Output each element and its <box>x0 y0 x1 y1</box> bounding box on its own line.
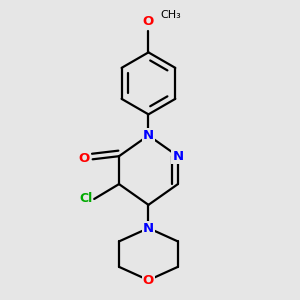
Text: N: N <box>143 222 154 235</box>
Text: N: N <box>143 129 154 142</box>
Text: O: O <box>143 15 154 28</box>
Text: CH₃: CH₃ <box>160 10 181 20</box>
Text: O: O <box>78 152 90 165</box>
Text: O: O <box>143 274 154 287</box>
Text: N: N <box>172 150 184 163</box>
Text: Cl: Cl <box>79 191 92 205</box>
